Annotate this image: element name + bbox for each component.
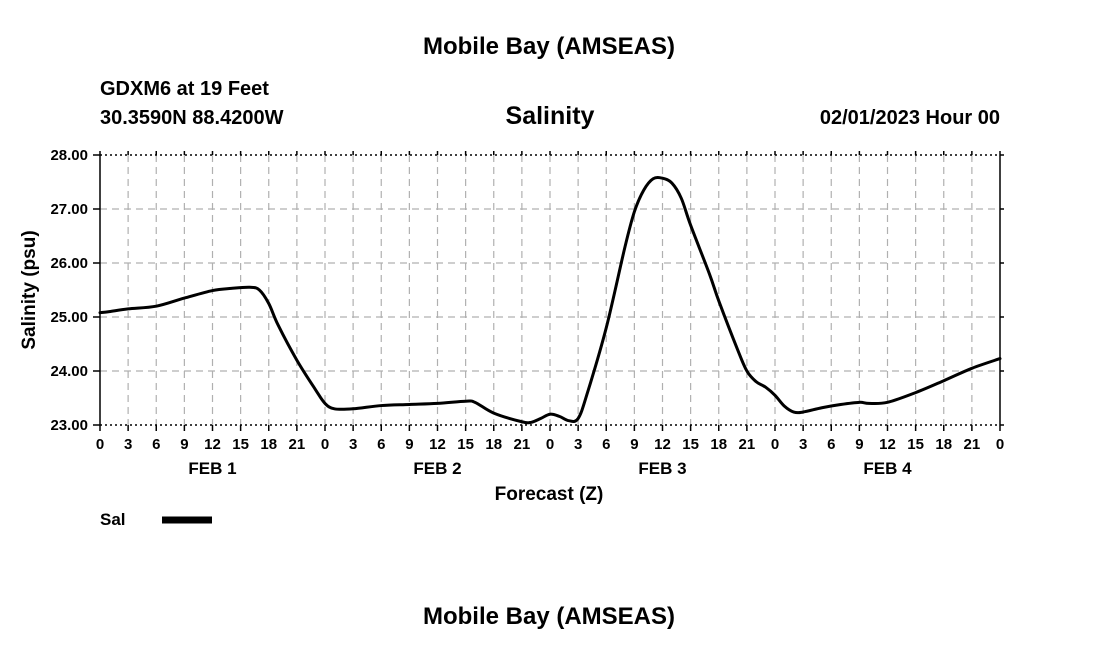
x-tick-label: 3 — [799, 436, 807, 453]
day-labels: FEB 1 FEB 2 FEB 3 FEB 4 — [188, 459, 912, 478]
day-label: FEB 4 — [863, 459, 912, 478]
x-tick-label: 18 — [935, 436, 952, 453]
x-tick-label: 9 — [405, 436, 413, 453]
x-tick-label: 0 — [321, 436, 329, 453]
x-tick-label: 6 — [152, 436, 160, 453]
series-layer — [98, 175, 1002, 425]
y-axis-label: Salinity (psu) — [19, 230, 40, 349]
x-tick-label: 6 — [827, 436, 835, 453]
x-tick-label: 6 — [377, 436, 385, 453]
legend-label-sal: Sal — [100, 510, 126, 529]
station-coords: 30.3590N 88.4200W — [100, 107, 284, 129]
legend: Sal — [100, 510, 212, 529]
x-tick-label: 3 — [349, 436, 357, 453]
station-label: GDXM6 at 19 Feet — [100, 78, 269, 100]
x-tick-label: 21 — [514, 436, 531, 453]
day-label: FEB 1 — [188, 459, 236, 478]
x-tick-label: 15 — [907, 436, 924, 453]
x-tick-label: 0 — [996, 436, 1004, 453]
page-title-top: Mobile Bay (AMSEAS) — [423, 33, 675, 60]
plot-area: 23.00 24.00 25.00 26.00 27.00 28.00 0 3 6 9 12 15 1… — [50, 147, 1004, 478]
x-tick-label: 21 — [964, 436, 981, 453]
y-tick-label: 25.00 — [50, 309, 88, 326]
x-tick-label: 12 — [879, 436, 896, 453]
x-tick-label: 12 — [204, 436, 221, 453]
x-axis-ticks: 0 3 6 9 12 15 18 21 0 3 6 9 12 15 18 21 0 3 6 9 12 15 18 21 0 3 6 9… — [96, 151, 1004, 453]
series-line-sal — [98, 175, 1002, 425]
day-label: FEB 3 — [638, 459, 686, 478]
x-tick-label: 3 — [124, 436, 132, 453]
x-tick-label: 18 — [260, 436, 277, 453]
x-tick-label: 18 — [485, 436, 502, 453]
chart-title: Salinity — [506, 102, 595, 130]
x-tick-label: 3 — [574, 436, 582, 453]
y-tick-label: 27.00 — [50, 201, 88, 218]
x-tick-label: 21 — [739, 436, 756, 453]
x-tick-label: 6 — [602, 436, 610, 453]
x-tick-label: 9 — [855, 436, 863, 453]
x-tick-label: 15 — [682, 436, 699, 453]
x-tick-label: 9 — [630, 436, 638, 453]
x-tick-label: 0 — [546, 436, 554, 453]
y-tick-label: 28.00 — [50, 147, 88, 164]
x-tick-label: 0 — [771, 436, 779, 453]
y-tick-label: 23.00 — [50, 417, 88, 434]
x-tick-label: 15 — [457, 436, 474, 453]
grid-lines — [100, 155, 1000, 425]
forecast-timestamp: 02/01/2023 Hour 00 — [820, 107, 1000, 129]
x-axis-label: Forecast (Z) — [495, 484, 604, 505]
page-title-bottom: Mobile Bay (AMSEAS) — [423, 603, 675, 630]
x-tick-label: 12 — [429, 436, 446, 453]
y-tick-label: 24.00 — [50, 363, 88, 380]
y-tick-label: 26.00 — [50, 255, 88, 272]
x-tick-label: 9 — [180, 436, 188, 453]
x-tick-label: 21 — [289, 436, 306, 453]
x-tick-label: 12 — [654, 436, 671, 453]
x-tick-label: 15 — [232, 436, 249, 453]
day-label: FEB 2 — [413, 459, 461, 478]
x-tick-label: 18 — [710, 436, 727, 453]
x-tick-label: 0 — [96, 436, 104, 453]
y-axis-ticks: 23.00 24.00 25.00 26.00 27.00 28.00 — [50, 147, 1004, 434]
